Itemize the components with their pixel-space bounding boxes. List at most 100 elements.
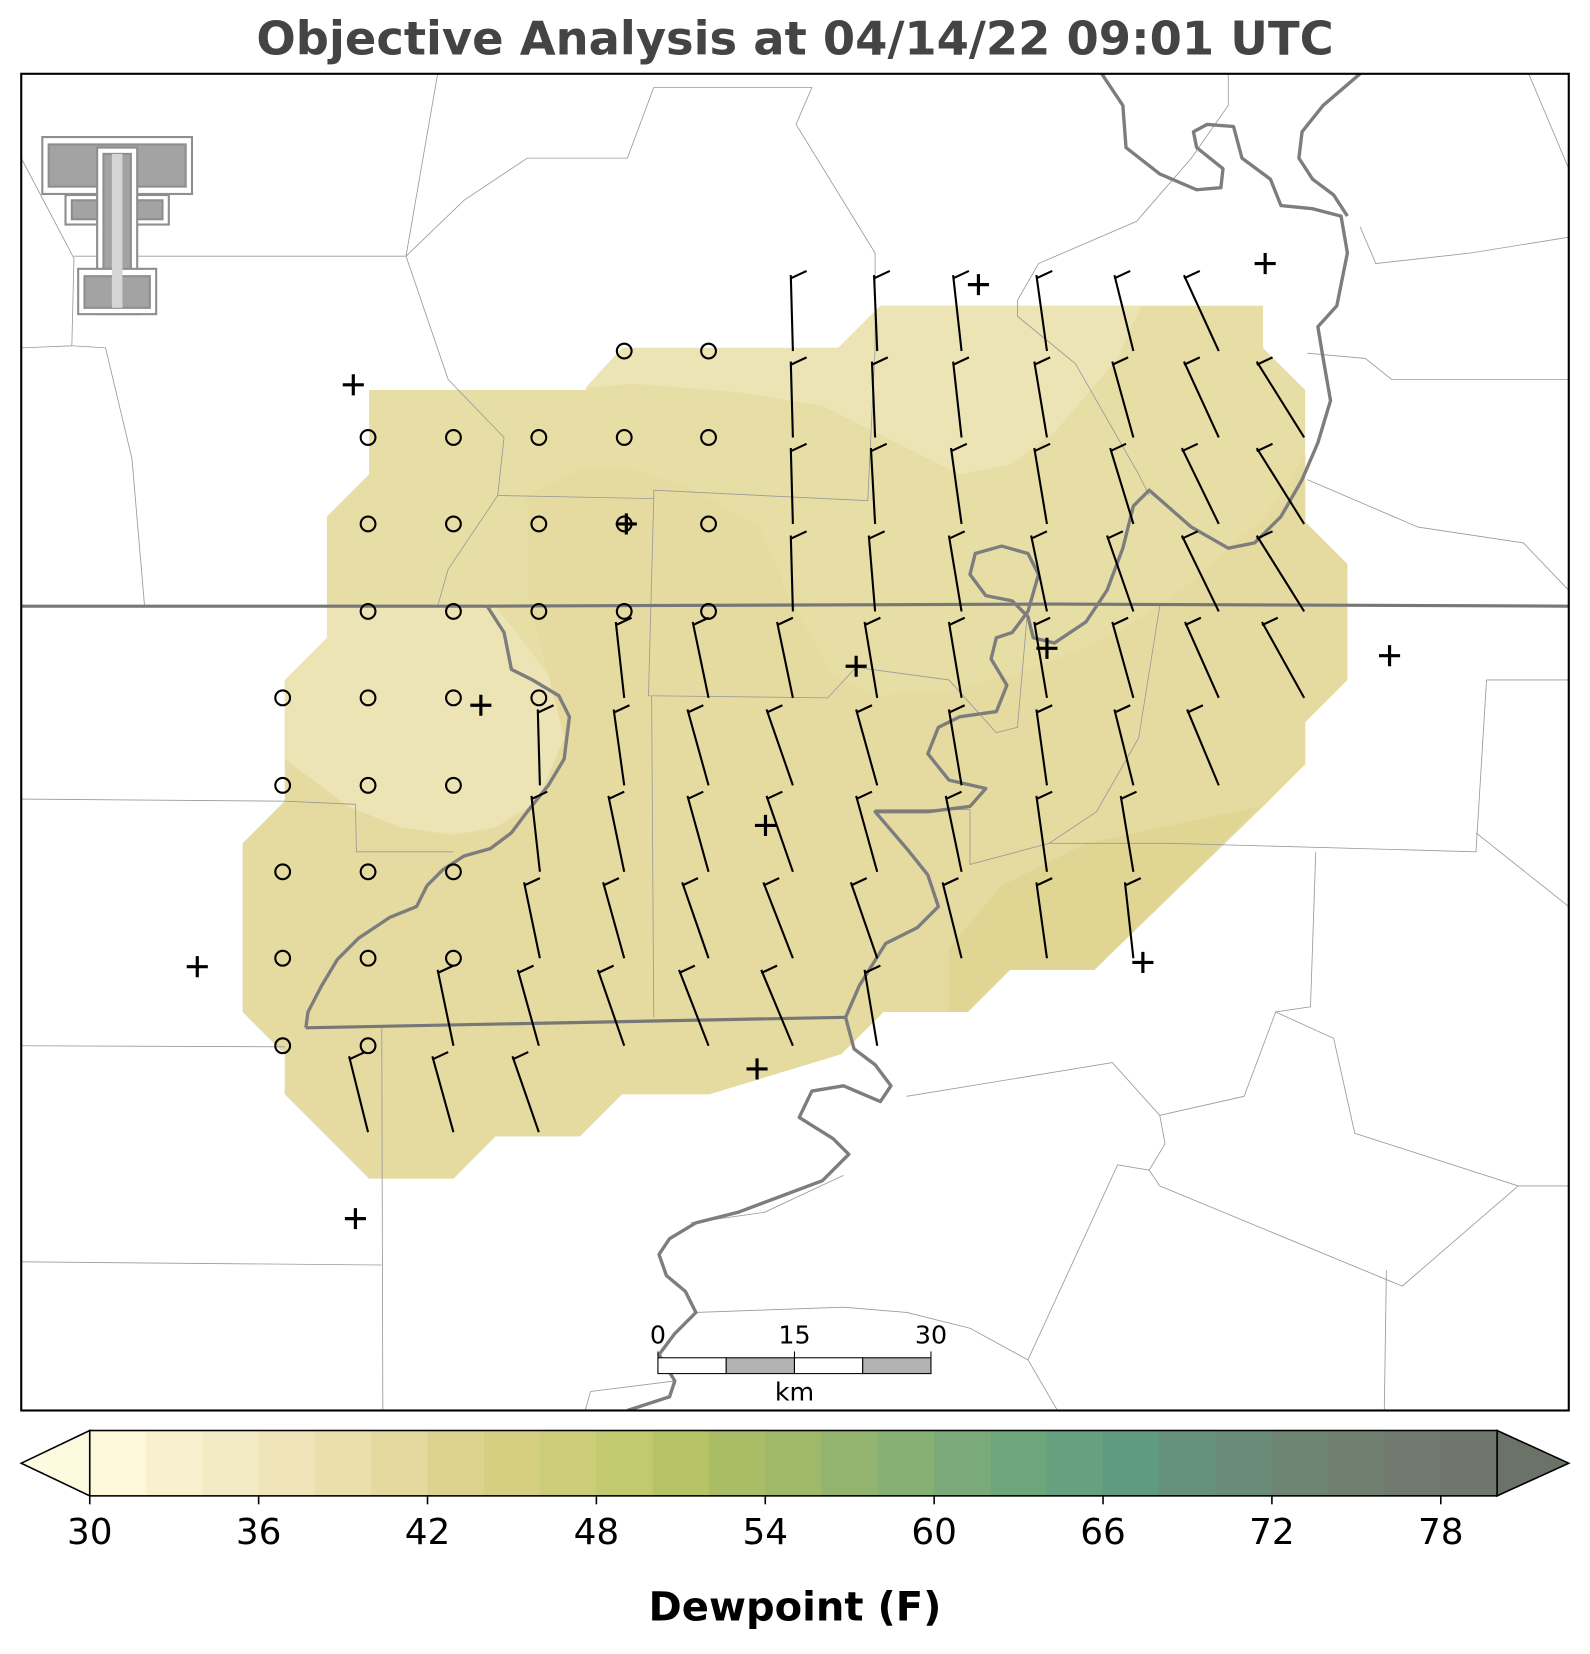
wind-barb-flag	[1035, 877, 1053, 887]
wind-barb	[1180, 447, 1220, 525]
title: Objective Analysis at 04/14/22 09:01 UTC	[256, 12, 1333, 66]
wind-barb	[1111, 361, 1135, 438]
wind-barb-flag	[1256, 356, 1273, 366]
wind-barb	[1255, 534, 1306, 612]
wind-barb	[1186, 709, 1220, 786]
colorbar-bin	[1440, 1430, 1498, 1496]
wind-barb-flag	[1035, 269, 1053, 280]
wind-barb	[1183, 274, 1220, 352]
dewpoint-fill-mid	[242, 453, 1348, 1179]
station-marker	[344, 1208, 366, 1230]
colorbar-bin	[258, 1430, 316, 1496]
wind-barb	[941, 882, 963, 959]
station-marker	[1036, 637, 1058, 659]
wind-barb-flag	[678, 964, 696, 974]
wind-barb-flag	[602, 877, 620, 887]
wind-barb-flag	[790, 269, 808, 280]
wind-barb-flag	[431, 1051, 449, 1061]
wind-barb	[1033, 621, 1048, 699]
wind-barb	[1111, 621, 1135, 699]
wind-barb	[873, 275, 879, 352]
river	[304, 605, 572, 1029]
wind-barb	[1033, 447, 1048, 525]
wind-barb-flag	[868, 530, 886, 540]
wind-barb-flag	[523, 877, 541, 887]
scale-segment	[862, 1357, 932, 1375]
dewpoint-fill-light	[585, 305, 1141, 475]
wind-barb	[686, 795, 710, 873]
calm-station	[615, 342, 633, 360]
wind-barb	[1035, 882, 1048, 959]
wind-barb	[760, 969, 794, 1047]
dewpoint-fill-dark	[948, 806, 1260, 1013]
wind-barb-flag	[948, 616, 966, 627]
wind-barb-flag	[952, 356, 970, 366]
colorbar-bin	[202, 1430, 260, 1496]
calm-station	[445, 776, 462, 794]
colorbar-bin	[1159, 1430, 1217, 1496]
wind-barb	[867, 535, 877, 612]
wind-barb-flag	[1035, 704, 1053, 714]
wind-barb	[612, 709, 626, 786]
colorbar-bin	[1328, 1430, 1386, 1496]
wind-barb	[1183, 361, 1220, 438]
colorbar-over	[1496, 1429, 1571, 1498]
station-marker	[967, 274, 989, 296]
calm-station	[274, 1037, 292, 1055]
county-lines	[21, 73, 1569, 1411]
wind-barb-flag	[1033, 356, 1051, 366]
wind-barb-flag	[687, 704, 704, 714]
wind-barb-flag	[1184, 616, 1202, 627]
wind-barb	[789, 275, 794, 352]
wind-barb-flag	[681, 877, 699, 887]
wind-barb-flag	[1186, 704, 1204, 714]
wind-barb	[944, 795, 963, 873]
dewpoint-fill-light	[284, 606, 565, 835]
wind-barb-flag	[1261, 616, 1279, 627]
calm-station	[530, 429, 548, 446]
colorbar-bin	[596, 1430, 654, 1496]
wind-barb	[789, 447, 794, 524]
wind-barb	[602, 882, 626, 959]
wind-barb-flag	[1035, 790, 1053, 801]
wind-barb	[516, 969, 540, 1047]
wind-barb-flag	[692, 616, 710, 627]
wind-barb-flag	[790, 530, 808, 540]
wind-barb	[952, 361, 963, 438]
colorbar: 30 36 42 48 54 60 66 72 78	[19, 1429, 1571, 1553]
colorbar-label: Dewpoint (F)	[649, 1585, 942, 1631]
colorbar-bin	[371, 1430, 429, 1496]
state-border	[305, 1015, 846, 1030]
wind-barb-flag	[517, 964, 535, 974]
wind-barb	[863, 969, 879, 1046]
wind-barb	[614, 621, 626, 698]
wind-barb	[849, 881, 879, 959]
colorbar-bin	[934, 1430, 991, 1496]
calm-station	[359, 1037, 377, 1055]
calm-station	[359, 515, 377, 533]
wind-barb	[348, 1056, 370, 1133]
colorbar-tick-label: 42	[405, 1512, 451, 1553]
scale-label: 15	[778, 1321, 810, 1350]
wind-barb-flag	[1120, 790, 1137, 801]
colorbar-tick-label: 78	[1418, 1512, 1464, 1553]
wind-barb-flag	[607, 790, 625, 801]
wind-barb	[681, 881, 710, 959]
colorbar-under	[19, 1429, 91, 1498]
wind-barb	[523, 882, 541, 959]
wind-barb-flag	[687, 790, 704, 801]
calm-station	[530, 602, 548, 620]
calm-station	[445, 602, 462, 620]
calm-station	[274, 689, 292, 707]
wind-barb	[947, 709, 963, 786]
wind-barb	[686, 709, 710, 786]
colorbar-bin	[652, 1430, 710, 1496]
station-marker	[754, 814, 777, 836]
colorbar-frame	[88, 1429, 1498, 1497]
wind-barb-flag	[790, 442, 808, 453]
wind-barb-flag	[864, 616, 881, 627]
wind-barb-flag	[613, 704, 630, 714]
calm-station	[445, 429, 462, 446]
wind-barb-flag	[437, 964, 454, 974]
